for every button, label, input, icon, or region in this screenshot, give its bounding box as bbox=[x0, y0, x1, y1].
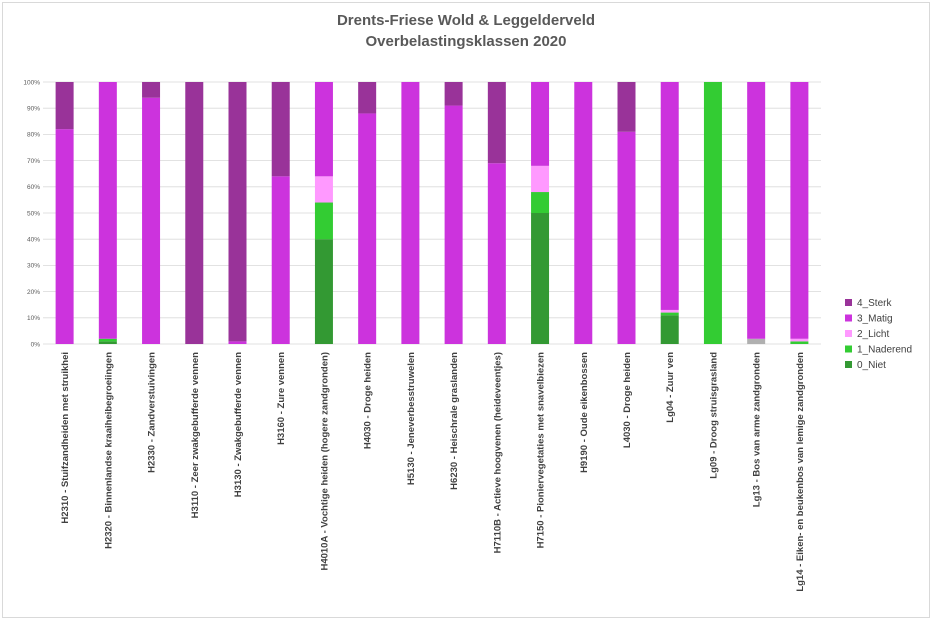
bar-segment bbox=[142, 82, 161, 98]
x-tick-label: H2310 - Stuifzandheiden met struikhei bbox=[60, 352, 71, 524]
bar-segment bbox=[487, 82, 506, 164]
x-tick-label: H3160 - Zure vennen bbox=[276, 352, 287, 445]
x-tick-label: Lg14 - Eiken- en beukenbos van lemige za… bbox=[795, 352, 806, 592]
y-tick-label: 100% bbox=[23, 79, 40, 86]
bar-segment bbox=[228, 82, 247, 342]
chart-title: Drents-Friese Wold & Leggelderveld bbox=[337, 12, 595, 29]
bar-segment bbox=[358, 113, 377, 344]
bar-segment bbox=[660, 309, 679, 313]
bar-segment bbox=[401, 82, 420, 344]
y-tick-label: 0% bbox=[31, 341, 41, 348]
bar-segment bbox=[574, 82, 593, 344]
bar-segment bbox=[185, 82, 204, 344]
bar-segment bbox=[660, 82, 679, 310]
legend-swatch bbox=[845, 299, 852, 306]
bar-segment bbox=[228, 341, 247, 344]
legend-label: 3_Matig bbox=[857, 314, 893, 325]
legend: 4_Sterk 3_Matig 2_Licht 1_Naderend 0_Niet bbox=[845, 298, 912, 371]
x-tick-label: H3130 - Zwakgebufferde vennen bbox=[233, 352, 244, 497]
grid-layer bbox=[43, 81, 821, 345]
bar-segment bbox=[98, 341, 117, 344]
legend-label: 4_Sterk bbox=[857, 298, 892, 309]
x-tick-label: H9190 - Oude eikenbossen bbox=[579, 352, 590, 473]
legend-swatch bbox=[845, 330, 852, 337]
x-tick-label: H7150 - Pioniervegetaties met snavelbiez… bbox=[536, 352, 547, 549]
bar-segment bbox=[531, 192, 550, 213]
x-tick-label: Lg13 - Bos van arme zandgronden bbox=[752, 352, 763, 507]
x-tick-label: H2330 - Zandverstuivingen bbox=[147, 352, 158, 473]
y-tick-label: 30% bbox=[27, 263, 40, 270]
bar-segment bbox=[747, 82, 766, 339]
x-tick-label: Lg09 - Droog struisgrasland bbox=[708, 352, 719, 479]
bar-segment bbox=[531, 213, 550, 344]
x-tick-label: H4030 - Droge heiden bbox=[363, 352, 374, 449]
legend-label: 0_Niet bbox=[857, 360, 886, 371]
bar-segment bbox=[531, 82, 550, 166]
bar-segment bbox=[314, 239, 333, 344]
bar-segment bbox=[660, 315, 679, 344]
legend-label: 1_Naderend bbox=[857, 345, 912, 356]
bars bbox=[55, 82, 809, 344]
bar-segment bbox=[531, 165, 550, 193]
bar-segment bbox=[314, 176, 333, 203]
y-tick-label: 40% bbox=[27, 237, 40, 244]
x-tick-label: H3110 - Zeer zwakgebufferde vennen bbox=[190, 352, 201, 519]
bar-segment bbox=[55, 129, 74, 344]
legend-swatch bbox=[845, 345, 852, 353]
bar-segment bbox=[55, 82, 74, 130]
bar-segment bbox=[444, 105, 463, 344]
bar-segment bbox=[98, 338, 117, 342]
bar-segment bbox=[271, 176, 290, 344]
legend-label: 2_Licht bbox=[857, 329, 889, 340]
bar-segment bbox=[790, 341, 809, 344]
y-axis: 0% 10% 20% 30% 40% 50% 60% 70% 80% 90% 100% bbox=[23, 79, 40, 348]
y-tick-label: 10% bbox=[27, 315, 40, 322]
bar-segment bbox=[617, 131, 636, 344]
x-tick-label: Lg04 - Zuur ven bbox=[665, 352, 676, 423]
bar-segment bbox=[444, 82, 463, 106]
bar-segment bbox=[790, 82, 809, 339]
x-tick-label: L4030 - Droge heiden bbox=[622, 352, 633, 448]
bar-segment bbox=[314, 202, 333, 240]
y-tick-label: 70% bbox=[27, 158, 40, 165]
x-axis: H2310 - Stuifzandheiden met struikhei H23… bbox=[60, 352, 806, 592]
y-tick-label: 80% bbox=[27, 132, 40, 139]
bar-segment bbox=[314, 82, 333, 177]
y-tick-label: 20% bbox=[27, 289, 40, 296]
x-tick-label: H6230 - Heischrale graslanden bbox=[449, 352, 460, 490]
y-tick-label: 50% bbox=[27, 210, 40, 217]
bar-segment bbox=[98, 82, 117, 339]
bar-segment bbox=[358, 82, 377, 114]
bar-segment bbox=[747, 338, 766, 344]
bar-segment bbox=[703, 82, 722, 344]
chart-subtitle: Overbelastingsklassen 2020 bbox=[366, 33, 567, 50]
x-tick-label: H7110B - Actieve hoogvenen (heideveentje… bbox=[492, 352, 503, 553]
bar-segment bbox=[142, 97, 161, 344]
x-tick-label: H2320 - Binnenlandse kraaiheibegroeiinge… bbox=[103, 352, 114, 549]
bar-segment bbox=[660, 312, 679, 316]
bar-segment bbox=[790, 338, 809, 342]
bar-segment bbox=[617, 82, 636, 132]
legend-swatch bbox=[845, 361, 852, 368]
bar-segment bbox=[487, 163, 506, 344]
stacked-bar-chart: Drents-Friese Wold & Leggelderveld Overb… bbox=[23, 12, 912, 592]
y-tick-label: 90% bbox=[27, 106, 40, 113]
legend-swatch bbox=[845, 314, 852, 322]
y-tick-label: 60% bbox=[27, 184, 40, 191]
x-tick-label: H5130 - Jeneverbesstruwelen bbox=[406, 352, 417, 485]
x-tick-label: H4010A - Vochtige heiden (hogere zandgro… bbox=[319, 352, 330, 571]
bar-segment bbox=[271, 82, 290, 177]
